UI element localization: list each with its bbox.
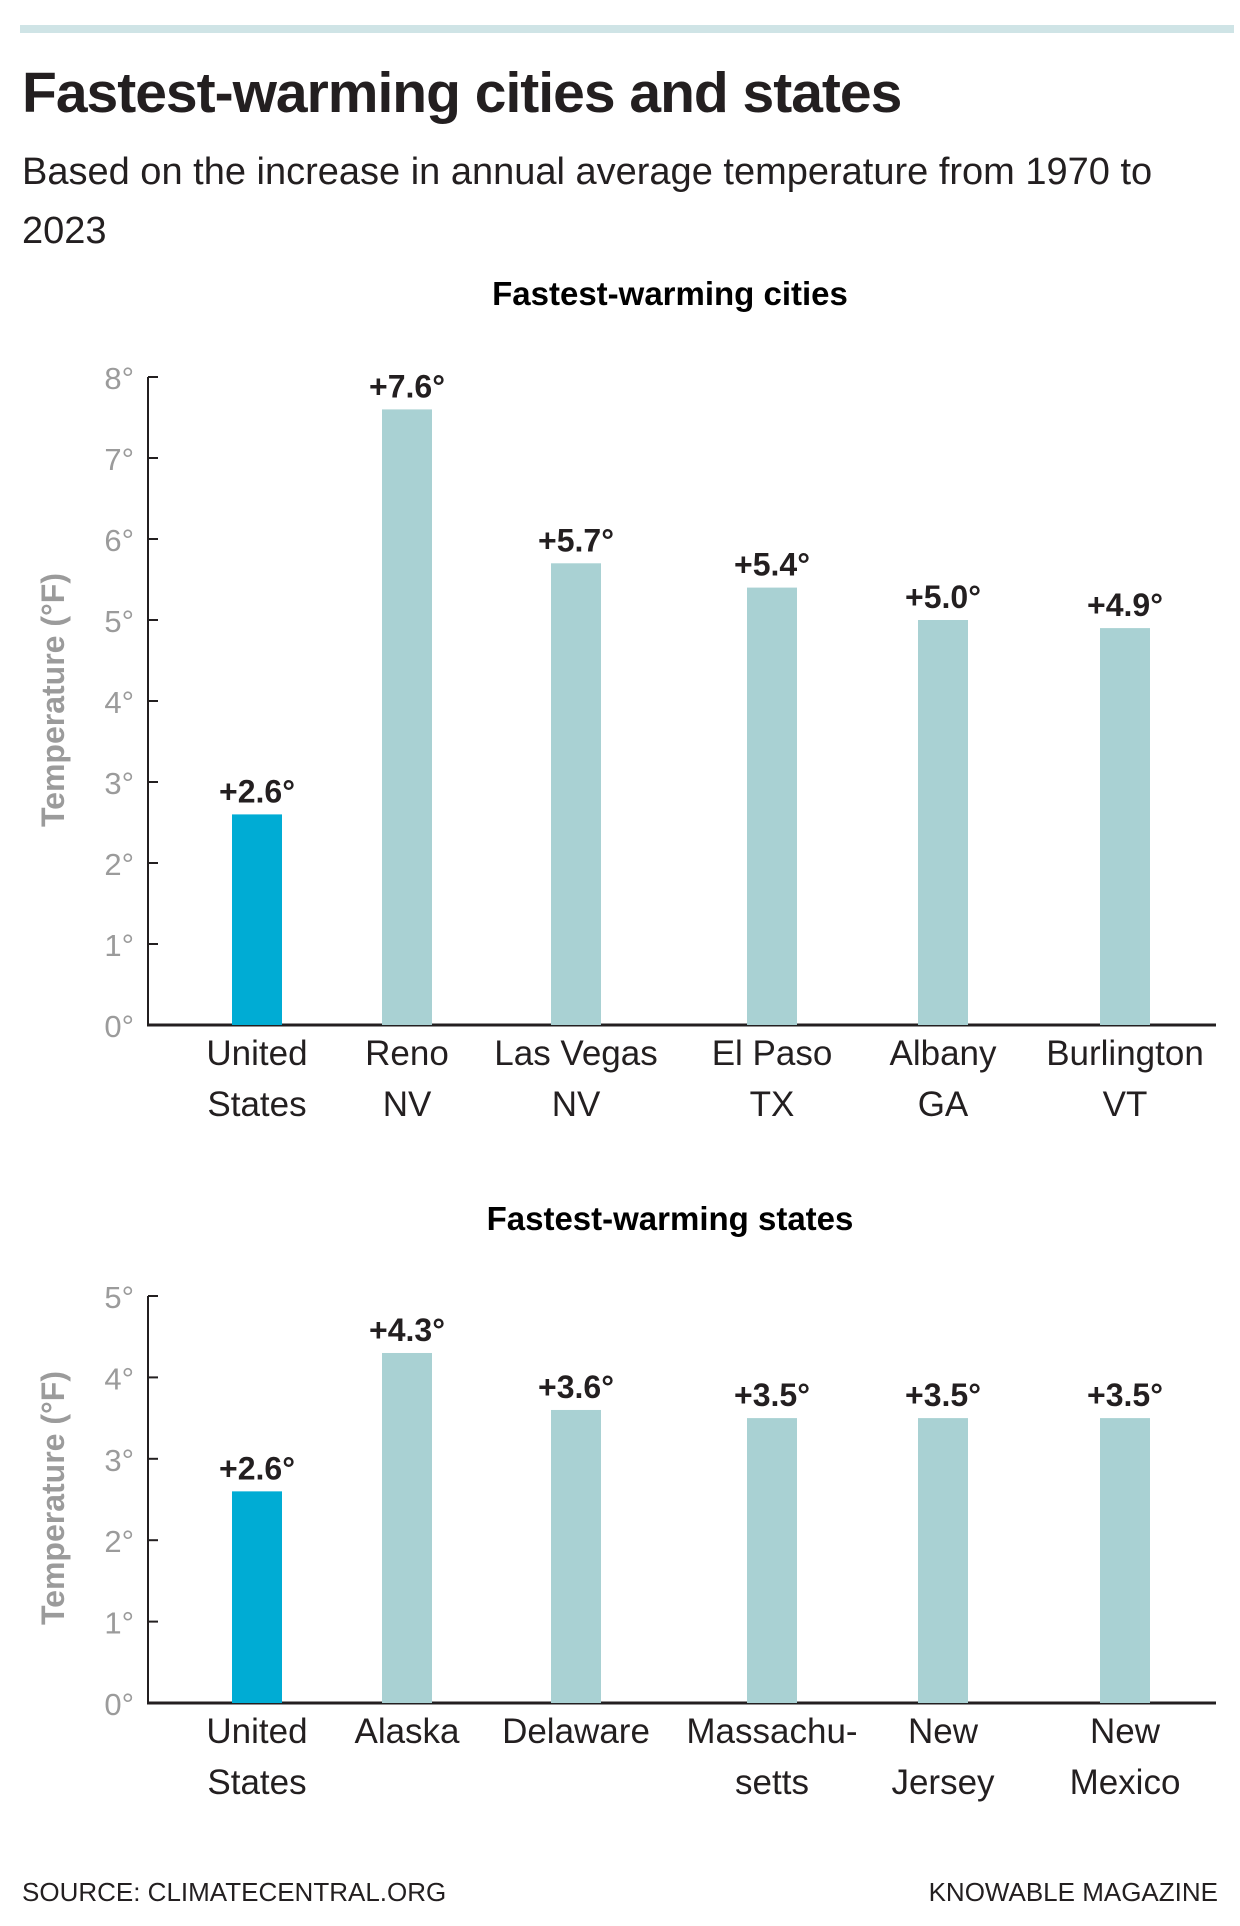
bar: [1100, 1418, 1150, 1703]
category-label: Las Vegas: [494, 1034, 657, 1073]
category-label: El Paso: [712, 1034, 833, 1073]
category-label: New: [1090, 1712, 1161, 1751]
y-tick-label: 0°: [104, 1687, 134, 1722]
page-subtitle: Based on the increase in annual average …: [22, 151, 1153, 252]
category-label: GA: [918, 1085, 969, 1124]
page-title: Fastest-warming cities and states: [22, 61, 902, 125]
bar: [551, 563, 601, 1025]
data-label: +5.7°: [538, 522, 614, 558]
data-label: +3.5°: [905, 1377, 981, 1413]
category-label: VT: [1103, 1085, 1148, 1124]
category-label: States: [207, 1085, 306, 1124]
y-tick-label: 5°: [104, 1280, 134, 1315]
bar: [232, 814, 282, 1025]
bar: [551, 1409, 601, 1703]
data-label: +3.5°: [734, 1377, 810, 1413]
bar: [918, 620, 968, 1025]
data-label: +3.6°: [538, 1369, 614, 1405]
category-label: Delaware: [502, 1712, 650, 1751]
category-label: TX: [750, 1085, 795, 1124]
y-tick-label: 2°: [104, 1524, 134, 1559]
data-label: +7.6°: [369, 368, 445, 404]
bar: [747, 587, 797, 1025]
y-tick-label: 8°: [104, 361, 134, 396]
category-label: United: [206, 1712, 307, 1751]
data-label: +4.9°: [1087, 587, 1163, 623]
y-tick-label: 5°: [104, 604, 134, 639]
category-label: United: [206, 1034, 307, 1073]
top-rule: [20, 25, 1234, 33]
data-label: +3.5°: [1087, 1377, 1163, 1413]
bar: [382, 1352, 432, 1703]
bar: [232, 1491, 282, 1703]
category-label: Mexico: [1070, 1763, 1181, 1802]
chart-title: Fastest-warming cities: [492, 275, 848, 312]
bar: [747, 1418, 797, 1703]
data-label: +4.3°: [369, 1312, 445, 1348]
source-note: SOURCE: CLIMATECENTRAL.ORG: [22, 1877, 447, 1907]
category-label: NV: [552, 1085, 601, 1124]
y-tick-label: 6°: [104, 523, 134, 558]
category-label: Alaska: [354, 1712, 460, 1751]
data-label: +5.0°: [905, 579, 981, 615]
y-tick-label: 1°: [104, 928, 134, 963]
y-axis-title: Temperature (°F): [35, 1371, 71, 1625]
y-tick-label: 1°: [104, 1606, 134, 1641]
data-label: +5.4°: [734, 547, 810, 583]
category-label: NV: [383, 1085, 432, 1124]
credit: KNOWABLE MAGAZINE: [928, 1877, 1218, 1907]
category-label: New: [908, 1712, 979, 1751]
category-label: setts: [735, 1763, 809, 1802]
bar: [1100, 628, 1150, 1025]
bar: [918, 1418, 968, 1703]
category-label: Burlington: [1046, 1034, 1204, 1073]
y-tick-label: 3°: [104, 766, 134, 801]
bar: [382, 409, 432, 1025]
data-label: +2.6°: [219, 773, 295, 809]
data-label: +2.6°: [219, 1450, 295, 1486]
states-chart: Fastest-warming states 0° 1° 2° 3° 4° 5° Temper…: [35, 1200, 1216, 1802]
y-tick-label: 7°: [104, 442, 134, 477]
category-label: Reno: [365, 1034, 449, 1073]
chart-title: Fastest-warming states: [487, 1200, 854, 1237]
category-label: Albany: [889, 1034, 997, 1073]
category-label: Jersey: [891, 1763, 995, 1802]
category-label: States: [207, 1763, 306, 1802]
y-tick-label: 0°: [104, 1009, 134, 1044]
cities-chart: Fastest-warming cities 0° 1° 2° 3° 4° 5° 6° 7° 8°…: [35, 275, 1216, 1124]
y-axis-title: Temperature (°F): [35, 573, 71, 827]
y-tick-label: 4°: [104, 1361, 134, 1396]
y-tick-label: 3°: [104, 1443, 134, 1478]
y-tick-label: 2°: [104, 847, 134, 882]
y-tick-label: 4°: [104, 685, 134, 720]
category-label: Massachu-: [686, 1712, 857, 1751]
